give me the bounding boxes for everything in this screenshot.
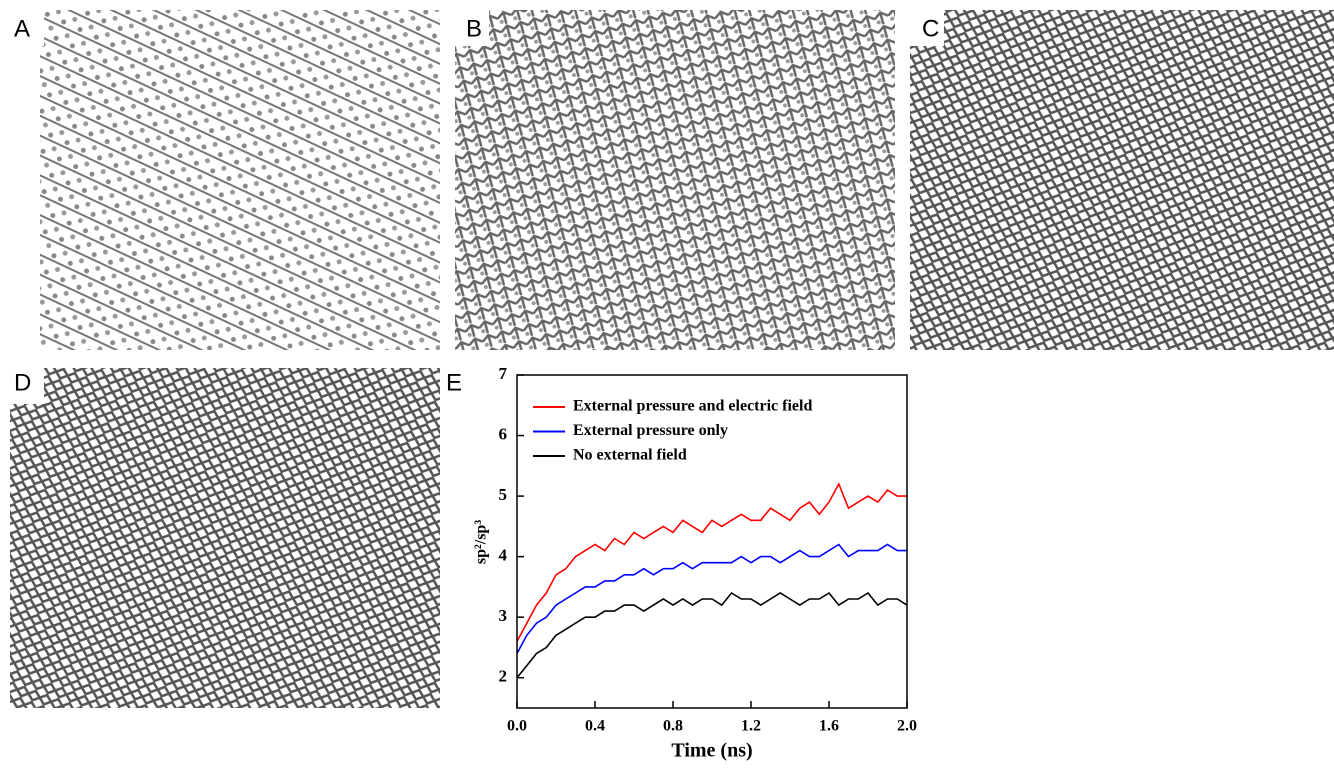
y-tick-label: 4	[499, 546, 508, 565]
panel-image	[40, 10, 440, 350]
y-tick-label: 3	[499, 606, 508, 625]
y-tick-label: 2	[499, 667, 508, 686]
series-line	[516, 482, 907, 642]
x-tick-label: 0.4	[585, 718, 605, 735]
panel-image	[10, 368, 440, 708]
label-bg	[10, 10, 44, 46]
x-tick-label: 0.8	[663, 718, 683, 735]
x-tick-label: 1.6	[819, 718, 839, 735]
panel-image	[455, 10, 895, 350]
panel-label: C	[922, 15, 939, 42]
plot-frame	[516, 374, 908, 709]
panel-label: A	[14, 15, 30, 42]
label-bg	[455, 10, 489, 46]
series-line	[516, 543, 907, 654]
panel-label: D	[14, 369, 31, 396]
label-bg	[910, 10, 944, 46]
y-axis-label: sp²/sp³	[473, 520, 490, 564]
legend-label: External pressure and electric field	[573, 398, 812, 415]
panel-label: E	[446, 369, 462, 396]
x-tick-label: 0.0	[507, 718, 527, 735]
y-tick-label: 6	[499, 424, 508, 443]
panel-label: B	[466, 15, 482, 42]
y-tick-label: 7	[499, 364, 508, 383]
x-axis-label: Time (ns)	[671, 740, 752, 762]
legend-label: External pressure only	[573, 422, 728, 439]
y-tick-label: 5	[499, 485, 508, 504]
label-bg	[10, 368, 44, 404]
series-line	[516, 591, 908, 679]
x-tick-label: 2.0	[897, 718, 917, 735]
legend-label: No external field	[573, 447, 687, 464]
x-tick-label: 1.2	[741, 718, 761, 735]
panel-image	[910, 10, 1334, 350]
